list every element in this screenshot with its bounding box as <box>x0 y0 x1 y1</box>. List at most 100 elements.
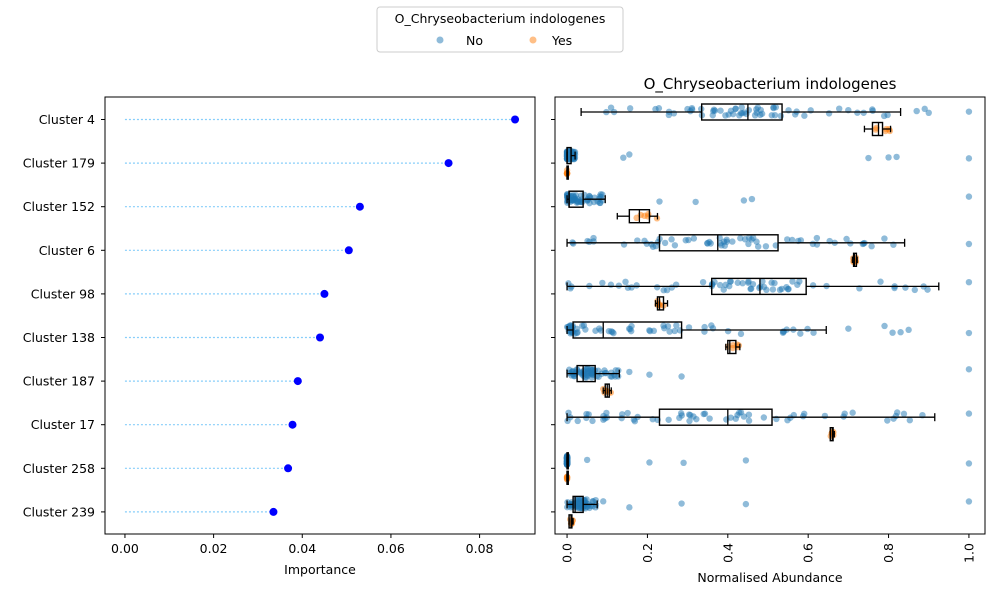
strip-point <box>624 409 631 417</box>
iqr-box <box>656 296 665 311</box>
strip-point <box>868 243 875 250</box>
y-tick-label: Cluster 98 <box>31 286 95 301</box>
strip-point <box>685 324 693 331</box>
outlier-point <box>921 105 928 113</box>
outlier-point <box>965 498 973 505</box>
strip-point <box>580 322 588 329</box>
x-tick-label: 1.0 <box>961 543 976 563</box>
strip-point <box>717 107 724 114</box>
strip-point <box>578 371 586 378</box>
x-tick-label: 0.6 <box>801 543 816 563</box>
strip-point <box>722 112 729 119</box>
outlier-point <box>865 154 872 162</box>
outlier-point <box>742 500 750 508</box>
outlier-point <box>646 459 653 466</box>
strip-point <box>880 112 888 120</box>
strip-point <box>792 111 799 118</box>
outlier-point <box>626 504 633 511</box>
strip-point <box>720 286 727 293</box>
strip-point <box>686 417 693 425</box>
strip-point <box>688 104 696 112</box>
y-tick-label: Cluster 138 <box>23 330 95 345</box>
strip-point <box>653 284 661 291</box>
strip-point <box>754 243 762 250</box>
importance-point <box>284 464 293 473</box>
strip-point <box>751 112 759 119</box>
outlier-point <box>740 197 748 204</box>
outlier-point <box>965 366 973 373</box>
strip-point <box>849 409 856 416</box>
abundance-box-no <box>565 277 973 296</box>
strip-point <box>708 322 715 329</box>
strip-point <box>738 104 745 111</box>
strip-point <box>741 236 749 243</box>
strip-point <box>665 111 673 119</box>
importance-point <box>288 420 297 429</box>
abundance-x-ticks: 0.0 0.2 0.4 0.6 0.8 1.0 <box>560 534 976 563</box>
outlier-point <box>913 107 920 115</box>
strip-point <box>860 109 867 116</box>
outlier-point <box>742 457 750 464</box>
abundance-box-yes <box>563 165 571 180</box>
strip-point <box>745 279 752 286</box>
strip-point <box>596 325 603 332</box>
x-tick-label: 0.4 <box>720 543 735 563</box>
iqr-box <box>572 495 584 514</box>
outlier-point <box>626 151 633 158</box>
strip-point <box>740 413 748 420</box>
outlier-point <box>905 326 912 334</box>
strip-point <box>584 368 592 375</box>
abundance-box-no <box>563 190 973 208</box>
strip-point <box>721 242 728 249</box>
strip-point <box>601 367 608 374</box>
strip-point <box>615 282 623 289</box>
strip-point <box>769 286 777 293</box>
outlier-point <box>620 154 627 161</box>
outlier-point <box>748 195 756 203</box>
strip-point <box>797 330 804 337</box>
abundance-box-no <box>580 103 973 121</box>
importance-point <box>316 333 324 342</box>
x-tick-label: 0.8 <box>881 543 896 563</box>
strip-point <box>770 104 777 111</box>
strip-point <box>693 415 700 423</box>
strip-point <box>843 235 850 243</box>
strip-point <box>641 212 648 220</box>
strip-point <box>603 409 610 417</box>
x-tick-label: 0.2 <box>640 543 655 563</box>
strip-point <box>583 496 590 503</box>
strip-point <box>801 410 808 418</box>
iqr-box <box>576 364 596 383</box>
legend-title: O_Chryseobacterium indologenes <box>395 11 606 26</box>
iqr-box <box>727 339 737 355</box>
strip-point <box>788 236 796 244</box>
strip-point <box>841 410 848 417</box>
abundance-marks <box>563 103 973 529</box>
outlier-point <box>885 154 892 161</box>
strip-point <box>745 411 753 418</box>
strip-point <box>724 327 732 335</box>
strip-point <box>626 105 634 112</box>
importance-point <box>344 246 353 255</box>
outlier-point <box>965 193 973 200</box>
strip-point <box>671 327 678 335</box>
y-tick-label: Cluster 179 <box>23 156 95 171</box>
abundance-title: O_Chryseobacterium indologenes <box>644 75 897 94</box>
x-tick-label: 0.06 <box>377 541 405 556</box>
outlier-point <box>925 109 932 117</box>
strip-point <box>737 330 745 338</box>
outlier-point <box>680 459 687 467</box>
strip-point <box>699 278 707 286</box>
y-tick-label: Cluster 187 <box>23 374 95 389</box>
abundance-box-no <box>566 364 973 383</box>
outlier-point <box>692 198 699 206</box>
strip-point <box>732 105 739 112</box>
strip-point <box>677 410 685 417</box>
strip-point <box>701 410 709 417</box>
strip-point <box>734 279 741 286</box>
strip-point <box>804 325 811 333</box>
y-tick-label: Cluster 258 <box>23 461 95 476</box>
strip-point <box>665 416 672 423</box>
strip-point <box>911 286 919 294</box>
